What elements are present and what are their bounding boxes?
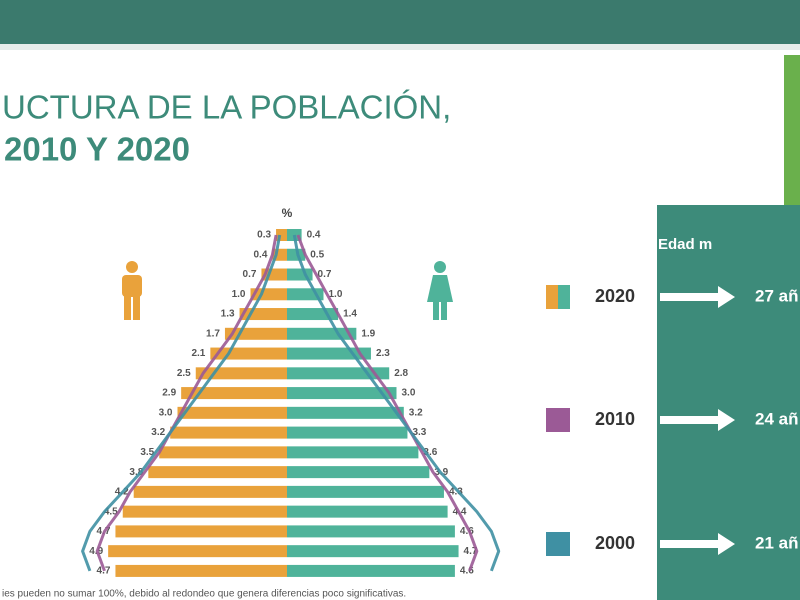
male-line-2010	[95, 234, 278, 572]
female-bar	[287, 545, 459, 558]
male-bar	[115, 525, 287, 538]
female-value-label: 4.6	[460, 526, 474, 537]
side-strip	[784, 55, 800, 205]
median-age: 27 añ	[755, 286, 798, 305]
male-value-label: 1.0	[232, 289, 246, 300]
male-value-label: 0.3	[257, 230, 271, 241]
female-value-label: 0.4	[307, 230, 321, 241]
male-bar	[122, 505, 287, 518]
male-value-label: 3.8	[129, 467, 143, 478]
male-bar	[108, 545, 288, 558]
female-value-label: 4.7	[464, 546, 478, 557]
male-value-label: 3.5	[140, 447, 154, 458]
legend-label: 2020	[595, 286, 635, 306]
male-value-label: 0.7	[243, 269, 257, 280]
subtitle: 2010 Y 2020	[4, 131, 190, 168]
title: UCTURA DE LA POBLACIÓN,	[2, 89, 451, 126]
footnote: ies pueden no sumar 100%, debido al redo…	[2, 589, 406, 600]
female-value-label: 3.2	[409, 407, 423, 418]
male-value-label: 2.1	[191, 348, 205, 359]
unit-label: %	[282, 206, 293, 220]
legend-label: 2000	[595, 533, 635, 553]
arrow	[660, 286, 735, 308]
female-value-label: 2.3	[376, 348, 390, 359]
male-value-label: 3.0	[159, 407, 173, 418]
female-bar	[287, 485, 444, 498]
male-bar	[133, 485, 287, 498]
female-value-label: 3.6	[423, 447, 437, 458]
female-value-label: 1.0	[329, 289, 343, 300]
female-line-2010	[296, 234, 479, 572]
legend-swatch	[558, 285, 570, 309]
median-age: 24 añ	[755, 409, 798, 428]
male-value-label: 2.5	[177, 368, 191, 379]
female-value-label: 3.0	[402, 388, 416, 399]
female-value-label: 2.8	[394, 368, 408, 379]
male-bar	[170, 426, 287, 439]
female-bar	[287, 248, 306, 261]
male-value-label: 3.2	[151, 427, 165, 438]
median-age: 21 añ	[755, 533, 798, 552]
male-bar	[148, 466, 287, 479]
median-panel	[657, 205, 800, 600]
arrow	[660, 409, 735, 431]
male-value-label: 1.7	[206, 328, 220, 339]
male-icon	[122, 261, 142, 320]
female-line-2000	[292, 234, 501, 572]
top-bar	[0, 0, 800, 44]
female-bar	[287, 564, 455, 577]
male-bar	[159, 446, 287, 459]
male-bar	[115, 564, 287, 577]
male-value-label: 0.4	[253, 249, 267, 260]
female-value-label: 0.5	[310, 249, 324, 260]
male-value-label: 2.9	[162, 388, 176, 399]
legend-swatch	[546, 408, 570, 432]
male-bar	[181, 387, 287, 400]
arrow	[660, 533, 735, 555]
female-value-label: 4.6	[460, 566, 474, 577]
female-bar	[287, 426, 408, 439]
panel-title: Edad m	[658, 236, 712, 253]
female-bar	[287, 525, 455, 538]
legend-swatch	[546, 532, 570, 556]
female-icon	[427, 261, 453, 320]
female-value-label: 0.7	[318, 269, 332, 280]
male-value-label: 4.5	[104, 506, 118, 517]
legend-label: 2010	[595, 409, 635, 429]
female-value-label: 1.9	[361, 328, 375, 339]
top-bar-shadow	[0, 44, 800, 50]
female-value-label: 4.3	[449, 487, 463, 498]
female-bar	[287, 387, 397, 400]
male-value-label: 1.3	[221, 309, 235, 320]
female-bar	[287, 406, 404, 419]
female-bar	[287, 446, 419, 459]
male-bar	[276, 229, 287, 241]
male-bar	[195, 367, 287, 380]
female-bar	[287, 505, 448, 518]
female-value-label: 3.3	[412, 427, 426, 438]
male-bar	[177, 406, 287, 419]
male-line-2000	[81, 234, 282, 572]
female-value-label: 1.4	[343, 309, 357, 320]
female-bar	[287, 466, 430, 479]
legend-swatch	[546, 285, 558, 309]
